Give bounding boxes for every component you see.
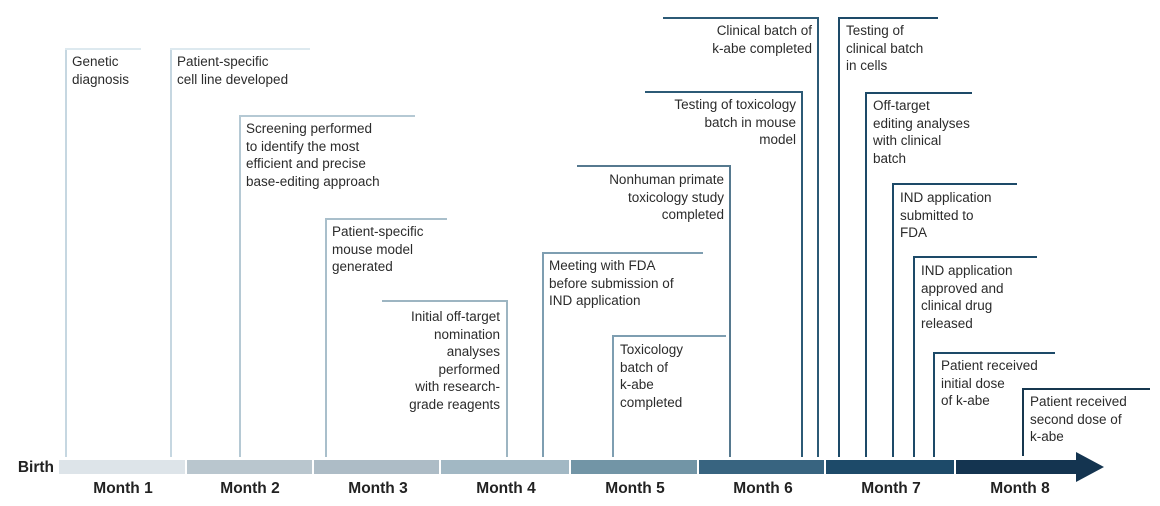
event-connector-vline (612, 335, 614, 457)
event-connector-topline (892, 183, 1017, 185)
timeline-segment-month-2 (187, 460, 312, 474)
event-label: Patient received second dose of k-abe (1030, 394, 1127, 444)
event-connector-topline (933, 352, 1055, 354)
timeline-segment-month-7 (826, 460, 954, 474)
month-label-8: Month 8 (990, 480, 1050, 497)
event-label: Meeting with FDA before submission of IN… (549, 258, 674, 308)
event-connector-topline (325, 218, 447, 220)
event-connector-topline (645, 91, 803, 93)
event-connector-topline (612, 335, 726, 337)
event-label: Nonhuman primate toxicology study comple… (609, 172, 724, 222)
event-label: Patient received initial dose of k-abe (941, 358, 1038, 408)
event-label: Testing of clinical batch in cells (846, 23, 924, 73)
event-connector-vline (892, 183, 894, 457)
event-connector-vline (933, 352, 935, 457)
event-label: Patient-specific mouse model generated (332, 224, 424, 274)
event-label: IND application submitted to FDA (900, 190, 992, 240)
month-label-7: Month 7 (861, 480, 921, 497)
event-connector-topline (838, 17, 938, 19)
event-connector-vline (817, 17, 819, 457)
month-label-4: Month 4 (476, 480, 536, 497)
event-connector-vline (913, 256, 915, 457)
event-label: Screening performed to identify the most… (246, 121, 380, 189)
month-label-3: Month 3 (348, 480, 408, 497)
event-connector-vline (506, 300, 508, 457)
timeline-segment-month-4 (441, 460, 569, 474)
event-connector-vline (801, 91, 803, 457)
event-connector-topline (65, 48, 141, 50)
event-label: Toxicology batch of k-abe completed (620, 342, 684, 410)
event-connector-vline (1022, 388, 1024, 456)
event-connector-vline (729, 165, 731, 457)
birth-label: Birth (17, 459, 54, 476)
event-connector-topline (577, 165, 731, 167)
month-label-5: Month 5 (605, 480, 665, 497)
event-connector-vline (65, 48, 67, 457)
event-label: Initial off-target nomination analyses p… (409, 309, 500, 412)
event-connector-topline (382, 300, 508, 302)
event-connector-topline (170, 48, 310, 50)
event-connector-vline (542, 252, 544, 457)
event-connector-vline (170, 48, 172, 457)
timeline-segment-month-6 (699, 460, 824, 474)
event-connector-vline (865, 92, 867, 457)
event-label: Genetic diagnosis (72, 54, 130, 87)
event-label: Patient-specific cell line developed (177, 54, 289, 87)
event-connector-vline (325, 218, 327, 457)
event-label: Clinical batch of k-abe completed (712, 23, 812, 56)
event-label: Testing of toxicology batch in mouse mod… (674, 97, 796, 147)
event-connector-topline (913, 256, 1037, 258)
event-connector-topline (1022, 388, 1150, 390)
event-label: IND application approved and clinical dr… (921, 263, 1013, 331)
month-label-2: Month 2 (220, 480, 280, 497)
event-connector-vline (239, 115, 241, 457)
timeline-segment-month-3 (314, 460, 439, 474)
timeline-arrowhead (1076, 452, 1104, 482)
event-connector-topline (663, 17, 819, 19)
month-label-6: Month 6 (733, 480, 793, 497)
timeline-segment-month-5 (571, 460, 697, 474)
timeline-segment-month-8 (956, 460, 1078, 474)
event-connector-topline (542, 252, 703, 254)
event-connector-topline (865, 92, 972, 94)
event-connector-vline (838, 17, 840, 457)
event-label: Off-target editing analyses with clinica… (873, 98, 970, 166)
month-label-1: Month 1 (93, 480, 153, 497)
event-connector-topline (239, 115, 415, 117)
timeline-segment-month-1 (59, 460, 185, 474)
